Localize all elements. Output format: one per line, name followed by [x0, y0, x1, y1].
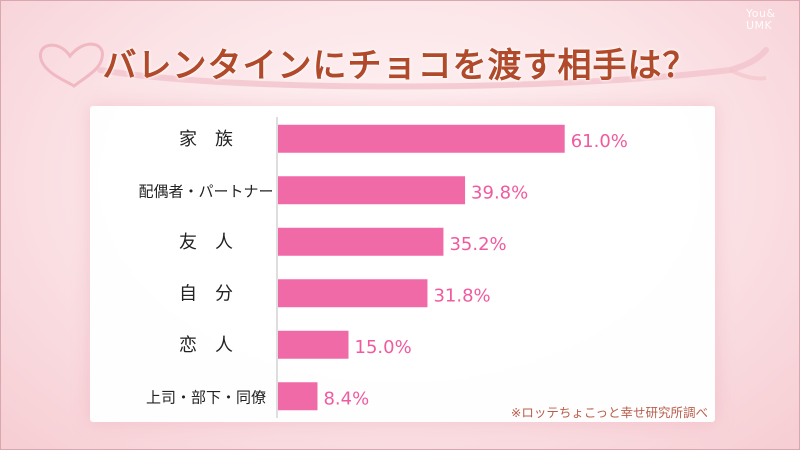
chart-title: バレンタインにチョコを渡す相手は？: [102, 46, 698, 86]
bar: [278, 124, 565, 153]
category-label: 上司・部下・同僚: [146, 388, 266, 406]
bar: [278, 382, 318, 411]
value-label: 35.2%: [449, 234, 506, 255]
watermark-line-1: You&: [746, 7, 776, 20]
watermark-line-2: UMK: [746, 19, 773, 32]
category-label: 恋 人: [179, 334, 233, 356]
value-label: 39.8%: [471, 182, 528, 203]
bar: [278, 227, 444, 256]
bar: [278, 330, 349, 359]
bar: [278, 176, 466, 205]
value-label: 8.4%: [323, 388, 369, 409]
value-label: 61.0%: [571, 131, 628, 152]
value-label: 15.0%: [355, 337, 412, 358]
title-banner: バレンタインにチョコを渡す相手は？: [0, 30, 800, 90]
category-label: 配偶者・パートナー: [138, 182, 273, 200]
bar: [278, 279, 428, 308]
category-label: 友 人: [179, 232, 233, 253]
category-label: 自 分: [179, 283, 233, 304]
heart-ribbon-decoration: [38, 42, 769, 90]
channel-watermark: You& UMK: [746, 8, 786, 32]
chart-panel: [90, 106, 715, 422]
value-label: 31.8%: [433, 285, 490, 306]
source-note: ※ロッテちょこっと幸せ研究所調べ: [510, 405, 708, 420]
category-label: 家 族: [179, 129, 233, 150]
